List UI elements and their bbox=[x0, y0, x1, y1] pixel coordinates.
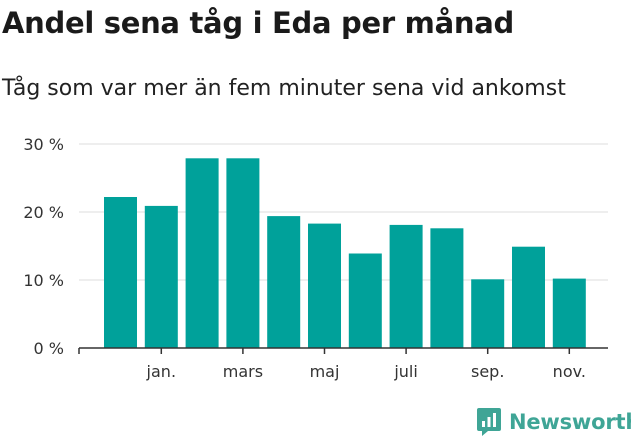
bar-aug bbox=[430, 228, 464, 348]
bar-juni bbox=[348, 253, 382, 348]
y-tick-label: 20 % bbox=[23, 203, 64, 222]
x-tick-label: jan. bbox=[146, 362, 176, 381]
brand-logo: Newsworthy bbox=[476, 406, 631, 438]
y-axis: 0 % 10 % 20 % 30 % bbox=[23, 135, 64, 358]
bar-apr bbox=[267, 216, 301, 348]
bar-dec bbox=[104, 197, 137, 348]
bar-juli bbox=[389, 224, 423, 348]
bar-sep bbox=[471, 279, 505, 348]
y-tick-label: 10 % bbox=[23, 271, 64, 290]
bar-maj bbox=[308, 223, 341, 348]
chart-title: Andel sena tåg i Eda per månad bbox=[2, 6, 514, 40]
bar-feb bbox=[185, 158, 219, 348]
x-tick-label: nov. bbox=[553, 362, 586, 381]
bar-mars bbox=[226, 158, 260, 348]
brand-name: Newsworthy bbox=[509, 410, 631, 434]
bar-jan bbox=[144, 205, 178, 348]
bar-nov bbox=[552, 278, 586, 348]
newsworthy-logo-icon bbox=[477, 408, 501, 436]
bar-okt bbox=[512, 246, 545, 348]
y-tick-label: 0 % bbox=[34, 339, 64, 358]
x-tick-label: juli bbox=[393, 362, 417, 381]
x-tick-label: maj bbox=[310, 362, 340, 381]
x-tick-label: sep. bbox=[471, 362, 504, 381]
y-tick-label: 30 % bbox=[23, 135, 64, 154]
x-tick-label: mars bbox=[223, 362, 263, 381]
bar-series bbox=[104, 158, 586, 348]
chart-subtitle: Tåg som var mer än fem minuter sena vid … bbox=[2, 76, 566, 101]
x-axis: jan. mars maj juli sep. nov. bbox=[78, 347, 608, 381]
